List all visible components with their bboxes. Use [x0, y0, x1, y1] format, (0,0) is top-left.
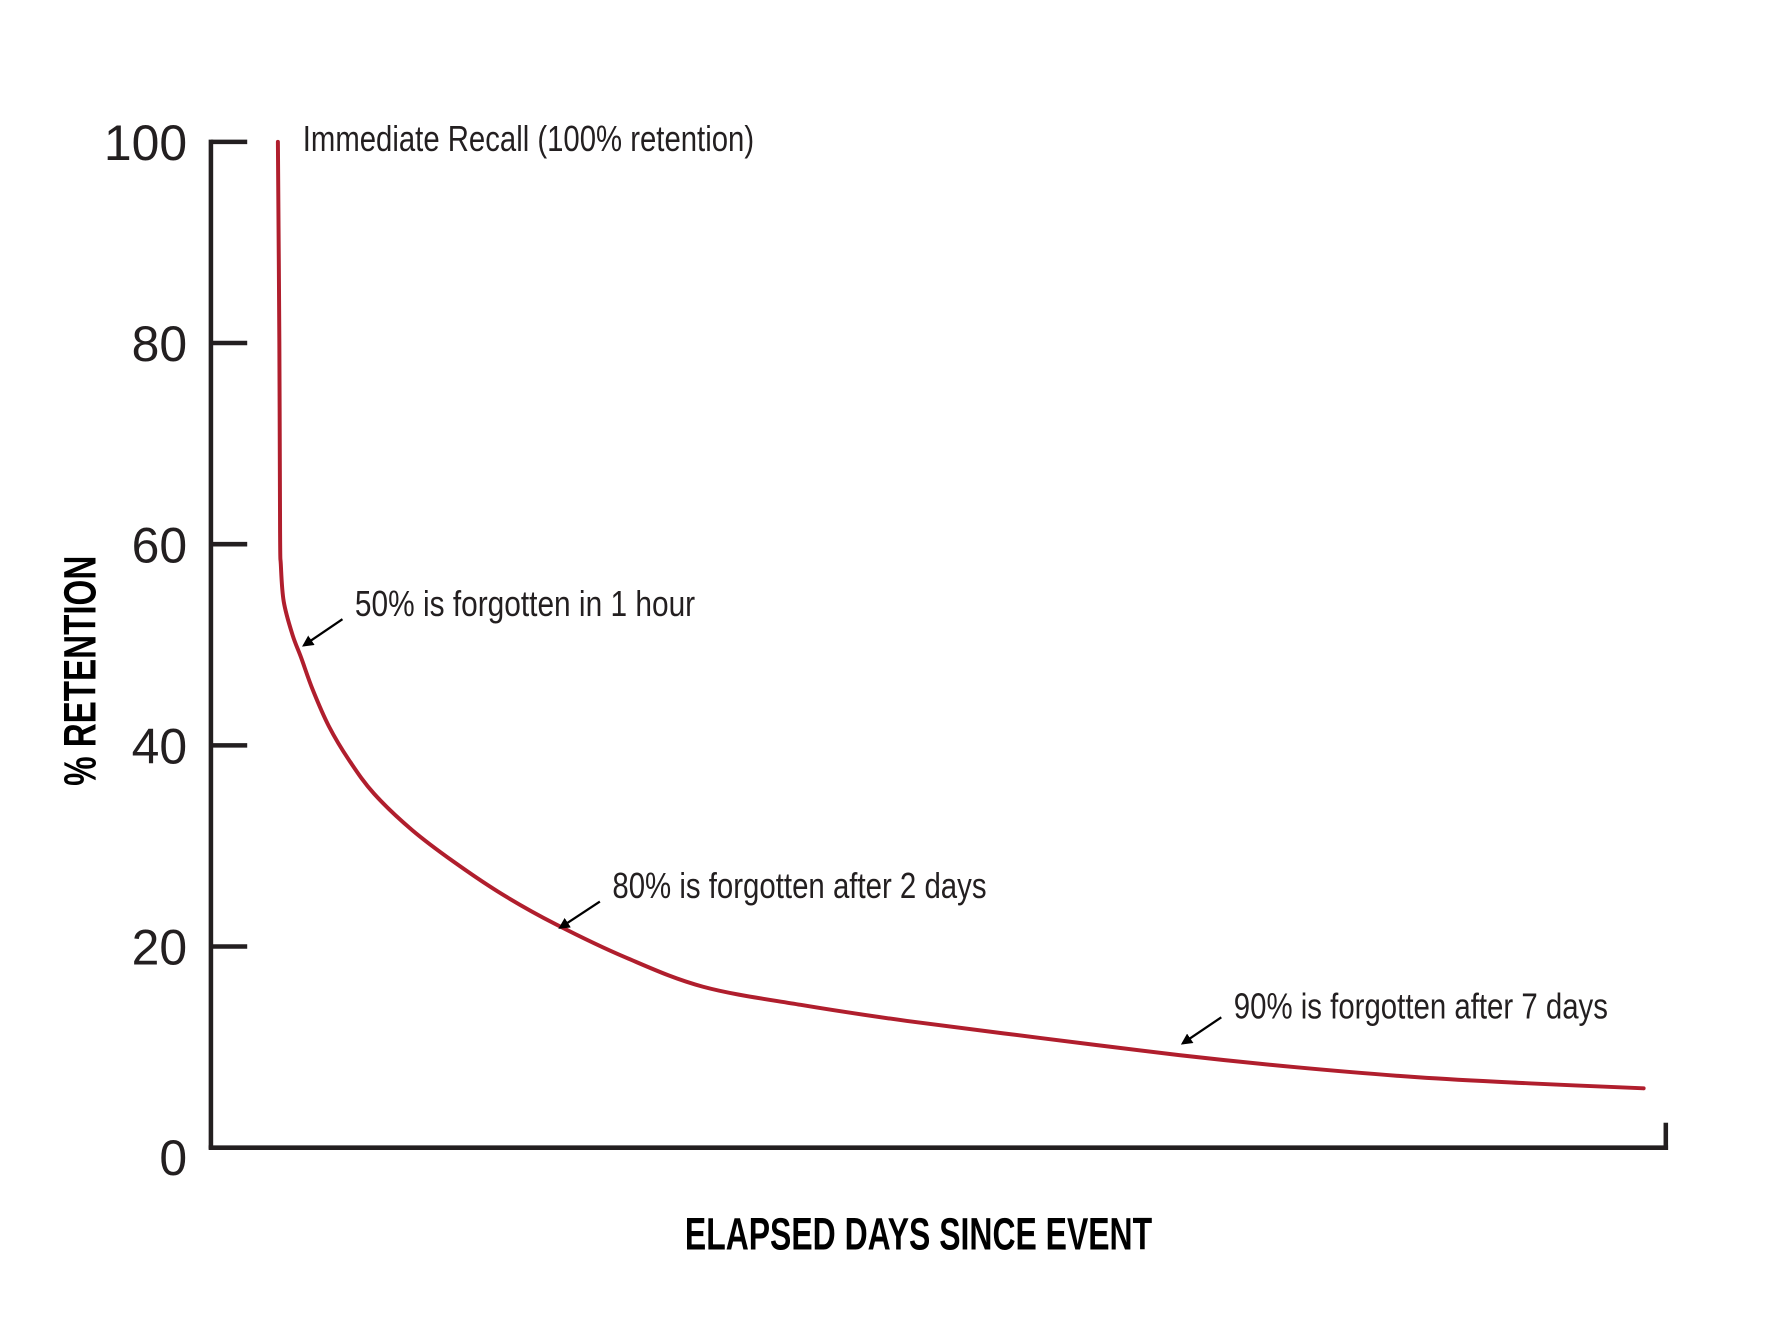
arrow-1-hour	[302, 618, 344, 647]
y-tick-label: 100	[104, 115, 187, 171]
y-tick-label: 40	[132, 718, 187, 774]
annotation-1-hour: 50% is forgotten in 1 hour	[355, 583, 695, 624]
x-axis-title: ELAPSED DAYS SINCE EVENT	[685, 1209, 1152, 1260]
annotation-7-days: 90% is forgotten after 7 days	[1234, 985, 1608, 1026]
arrow-7-days	[1180, 1016, 1222, 1045]
annotation-2-days: 80% is forgotten after 2 days	[612, 865, 986, 906]
y-tick-label: 60	[132, 517, 187, 573]
arrow-2-days	[558, 900, 601, 929]
y-tick-label: 80	[132, 316, 187, 372]
y-tick-label: 0	[159, 1130, 187, 1186]
retention-curve	[275, 139, 1646, 1091]
y-axis-title: % RETENTION	[54, 556, 105, 786]
y-tick-label: 20	[132, 920, 187, 976]
annotation-immediate-recall: Immediate Recall (100% retention)	[303, 118, 754, 159]
y-axis-ticks: 0 20 40 60 80 100	[104, 115, 248, 1186]
